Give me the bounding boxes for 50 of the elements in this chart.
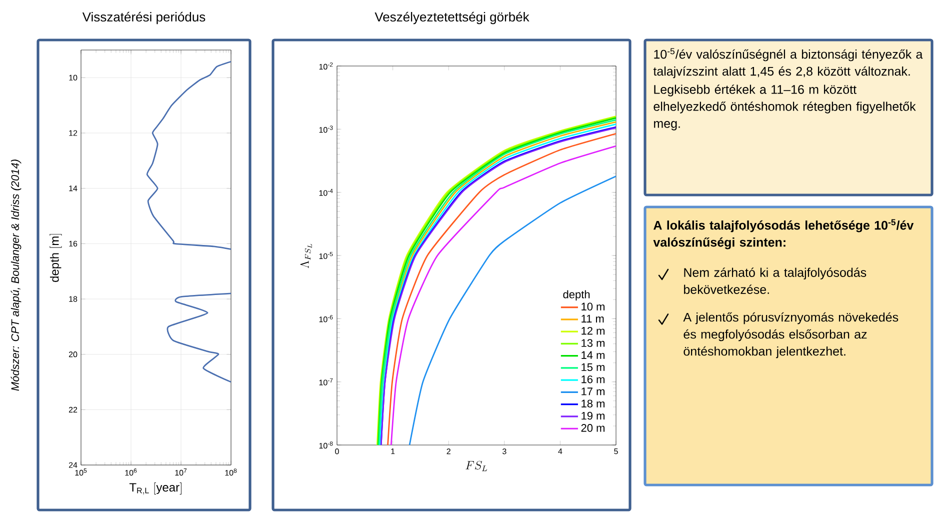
legend-label: 19 m bbox=[582, 412, 604, 420]
text: A jelentős pórusvíznyomás növekedés és megfolyósodás elsősorban az öntéshomokban jelentkezhet. bbox=[683, 312, 898, 358]
text: Módszer: CPT alapú, Boulanger & Idriss (2014) bbox=[10, 160, 22, 391]
y-tick-label: 10$^{-7}$ bbox=[319, 378, 333, 386]
legend-title: depth bbox=[563, 290, 590, 300]
x-tick-label: 10$^{5}$ bbox=[75, 468, 87, 476]
x-tick-label: 10$^{6}$ bbox=[125, 468, 137, 476]
y-tick-label: 16 bbox=[69, 240, 78, 247]
text: 10$^{-5}$/év valószínűségnél a biztonsági tényezők a talajvízszint alatt 1,45 és 2,8 között változnak. bbox=[653, 48, 923, 78]
legend-label: 16 m bbox=[582, 375, 604, 384]
legend-label: 18 m bbox=[582, 400, 604, 408]
y-tick-label: 18 bbox=[69, 296, 78, 302]
legend-label: 20 m bbox=[581, 424, 604, 432]
x-tick-label: 4 bbox=[558, 448, 562, 454]
chart-title: Veszélyeztetettségi görbék bbox=[374, 12, 530, 24]
y-tick-label: 24 bbox=[68, 462, 78, 468]
y-tick-label: 20 bbox=[68, 352, 78, 358]
legend-label: 15 m bbox=[582, 363, 604, 372]
y-axis-title: $\mathrm{depth}\;[\mathrm{m}]$ bbox=[50, 234, 62, 282]
line-series bbox=[408, 176, 616, 446]
y-tick-label: 12 bbox=[69, 130, 78, 136]
x-axis-title: $\mathrm{T}_{\mathrm{R,L}}\;[\mathrm{year}]$ bbox=[129, 482, 182, 495]
text: Nem zárható ki a talajfolyósodás bekövetkezése. bbox=[684, 268, 866, 294]
legend-label: 13 m bbox=[582, 339, 604, 347]
y-tick-label: 14 bbox=[69, 186, 78, 192]
y-tick-label: 10$^{-4}$ bbox=[319, 188, 333, 196]
legend-label: 11 m bbox=[582, 314, 604, 322]
x-axis-title: $FS_L$ bbox=[466, 460, 488, 472]
x-tick-label: 1 bbox=[391, 448, 395, 454]
y-tick-label: 10$^{-3}$ bbox=[319, 126, 333, 133]
chart-title: Visszatérési periódus bbox=[82, 12, 206, 24]
y-tick-label: 10$^{-8}$ bbox=[319, 441, 333, 449]
y-tick-label: 10$^{-5}$ bbox=[319, 252, 333, 260]
x-tick-label: 2 bbox=[446, 448, 450, 454]
chart-title: A lokális talajfolyósodás lehetősége 10$^{-5}$/év valószínűségi szinten: bbox=[653, 219, 914, 250]
legend-label: 14 m bbox=[582, 351, 604, 359]
x-tick-label: 3 bbox=[502, 448, 506, 454]
x-tick-label: 10$^{8}$ bbox=[225, 468, 237, 476]
y-tick-label: 10 bbox=[69, 74, 78, 80]
y-tick-label: 10$^{-6}$ bbox=[319, 315, 333, 322]
y-tick-label: 10$^{-2}$ bbox=[319, 62, 333, 70]
x-tick-label: 10$^{7}$ bbox=[175, 468, 187, 476]
y-tick-label: 22 bbox=[68, 406, 78, 412]
y-axis-title: $\Lambda_{FS_L}$ bbox=[300, 244, 312, 268]
legend-label: 12 m bbox=[582, 326, 604, 335]
legend-label: 10 m bbox=[582, 302, 604, 310]
x-tick-label: 5 bbox=[614, 448, 618, 454]
legend-label: 17 m bbox=[582, 388, 604, 396]
x-tick-label: 0 bbox=[335, 448, 339, 454]
text: Legkisebb értékek a 11–16 m között elhelyezkedő öntéshomok rétegben figyelhetők meg. bbox=[654, 84, 916, 130]
